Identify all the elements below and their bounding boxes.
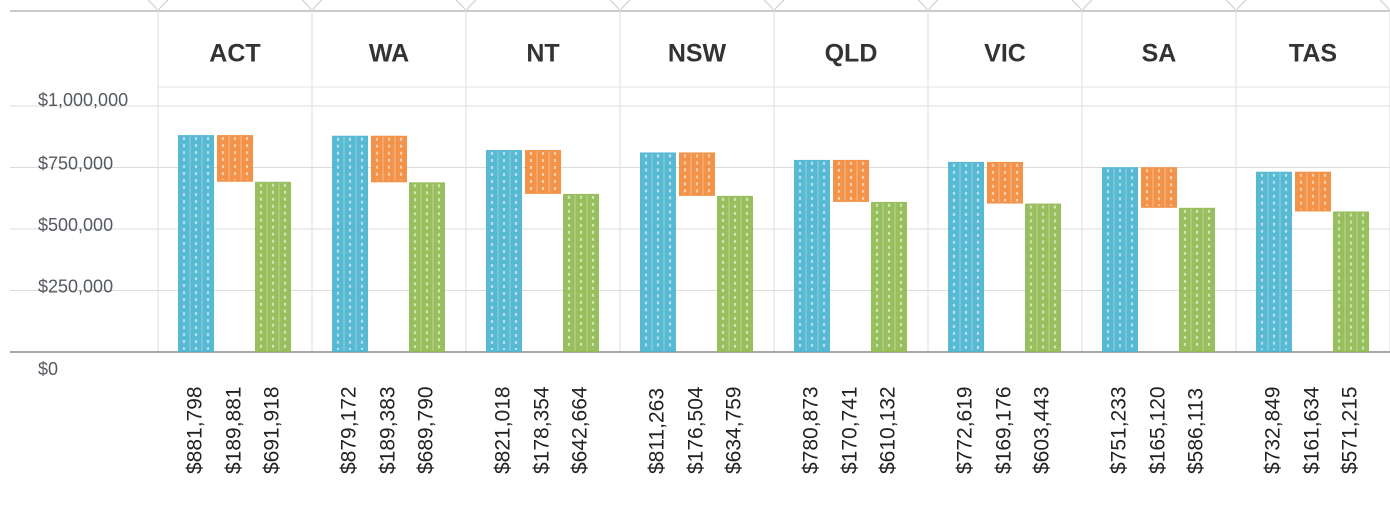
top-arc xyxy=(147,0,169,13)
state-label: QLD xyxy=(825,40,878,68)
value-label: $642,664 xyxy=(569,386,592,474)
bar-series2 xyxy=(679,152,715,196)
bar-series3 xyxy=(1179,207,1215,352)
value-label: $732,849 xyxy=(1262,386,1285,474)
bar-series3 xyxy=(255,181,291,352)
y-tick-label: $0 xyxy=(38,359,58,379)
bar-series1 xyxy=(948,161,984,352)
top-arc xyxy=(609,0,631,13)
bar-series3 xyxy=(1025,203,1061,352)
bar-series1 xyxy=(486,150,522,352)
value-label: $176,504 xyxy=(685,386,708,474)
state-column-act: ACT $881,798 $189,881 $691,918 xyxy=(178,40,291,474)
y-tick-label: $750,000 xyxy=(38,153,113,173)
value-label: $610,132 xyxy=(877,386,900,474)
top-arc xyxy=(301,0,323,13)
y-tick-label: $1,000,000 xyxy=(38,90,128,110)
bar-series2 xyxy=(1295,171,1331,212)
bar-series3 xyxy=(563,193,599,352)
y-tick-label: $500,000 xyxy=(38,215,113,235)
y-axis: $0 $250,000 $500,000 $750,000 $1,000,000 xyxy=(38,90,128,379)
state-label: WA xyxy=(369,40,409,68)
state-column-qld: QLD $780,873 $170,741 $610,132 xyxy=(794,40,907,474)
bar-series1 xyxy=(640,152,676,352)
top-arc xyxy=(763,0,785,13)
value-label: $189,383 xyxy=(377,386,400,474)
value-label: $571,215 xyxy=(1339,386,1362,474)
bar-series1 xyxy=(1102,167,1138,352)
top-arc xyxy=(1379,0,1390,13)
value-label: $178,354 xyxy=(531,386,554,474)
bar-series3 xyxy=(1333,211,1369,352)
value-label: $634,759 xyxy=(723,386,746,474)
state-column-sa: SA $751,233 $165,120 $586,113 xyxy=(1102,40,1215,474)
bar-series2 xyxy=(217,135,253,182)
state-label: NSW xyxy=(668,40,727,68)
bar-series2 xyxy=(371,135,407,183)
value-label: $169,176 xyxy=(993,386,1016,474)
bar-series2 xyxy=(1141,167,1177,208)
top-arc xyxy=(455,0,477,13)
bar-series1 xyxy=(1256,171,1292,352)
value-label: $161,634 xyxy=(1301,386,1324,474)
value-label: $821,018 xyxy=(492,386,515,474)
state-column-tas: TAS $732,849 $161,634 $571,215 xyxy=(1256,40,1369,474)
y-tick-label: $250,000 xyxy=(38,276,113,296)
bar-series2 xyxy=(525,150,561,194)
value-label: $170,741 xyxy=(839,386,862,474)
bar-series3 xyxy=(409,182,445,352)
value-label: $780,873 xyxy=(800,386,823,474)
bar-series1 xyxy=(794,159,830,352)
state-label: VIC xyxy=(984,40,1026,68)
state-label: ACT xyxy=(209,40,260,68)
state-column-wa: WA $879,172 $189,383 $689,790 xyxy=(332,40,445,474)
state-label: NT xyxy=(526,40,559,68)
top-arc xyxy=(1071,0,1093,13)
top-arc xyxy=(917,0,939,13)
value-label: $189,881 xyxy=(223,386,246,474)
value-label: $689,790 xyxy=(415,386,438,474)
value-label: $603,443 xyxy=(1031,386,1054,474)
value-label: $881,798 xyxy=(184,386,207,474)
bar-series1 xyxy=(178,135,214,352)
state-label: TAS xyxy=(1289,40,1337,68)
bar-series3 xyxy=(871,201,907,352)
value-label: $879,172 xyxy=(338,386,361,474)
state-column-nsw: NSW $811,263 $176,504 $634,759 xyxy=(640,40,753,474)
value-label: $751,233 xyxy=(1108,386,1131,474)
value-label: $691,918 xyxy=(261,386,284,474)
gridlines xyxy=(10,0,1390,353)
state-column-nt: NT $821,018 $178,354 $642,664 xyxy=(486,40,599,474)
state-columns: ACT $881,798 $189,881 $691,918 WA $879,172 $18… xyxy=(178,40,1369,474)
bar-series2 xyxy=(833,159,869,202)
value-label: $811,263 xyxy=(646,388,669,474)
top-arc xyxy=(1225,0,1247,13)
state-label: SA xyxy=(1142,40,1177,68)
bar-series3 xyxy=(717,195,753,352)
value-label: $586,113 xyxy=(1185,388,1208,474)
bar-series2 xyxy=(987,161,1023,204)
state-column-vic: VIC $772,619 $169,176 $603,443 xyxy=(948,40,1061,474)
value-label: $772,619 xyxy=(954,386,977,474)
value-label: $165,120 xyxy=(1147,386,1170,474)
bar-series1 xyxy=(332,135,368,352)
